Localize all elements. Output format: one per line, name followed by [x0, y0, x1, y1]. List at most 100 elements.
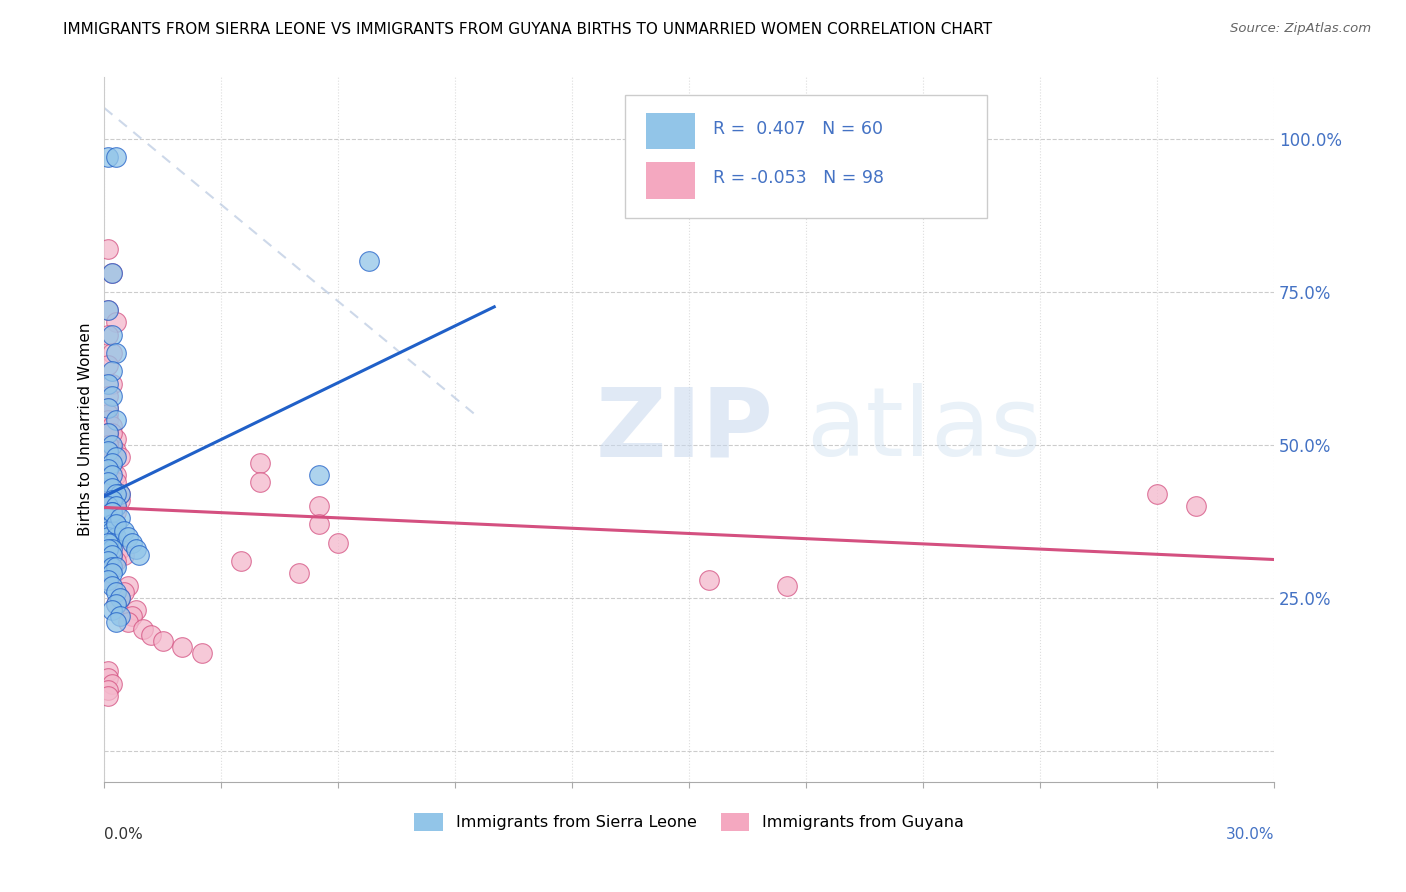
Point: [105, 517, 128, 532]
Point: [97, 389, 120, 403]
Point: [101, 267, 124, 281]
Point: [97, 438, 120, 452]
Point: [101, 530, 124, 544]
Point: [108, 487, 131, 501]
Point: [101, 541, 124, 556]
Point: [105, 517, 128, 532]
Point: [249, 456, 271, 470]
Point: [105, 584, 128, 599]
Point: [124, 541, 146, 556]
Point: [105, 530, 128, 544]
Point: [132, 622, 155, 636]
Point: [108, 541, 131, 556]
Point: [97, 566, 120, 581]
Point: [101, 327, 124, 342]
Point: [97, 444, 120, 458]
Point: [1185, 499, 1208, 513]
Point: [97, 475, 120, 489]
Point: [101, 511, 124, 525]
Point: [101, 419, 124, 434]
Point: [105, 315, 128, 329]
Point: [97, 462, 120, 476]
Point: [97, 327, 120, 342]
Point: [97, 536, 120, 550]
Point: [101, 493, 124, 508]
Point: [152, 633, 174, 648]
Point: [101, 456, 124, 470]
Point: [97, 499, 120, 513]
Point: [288, 566, 311, 581]
Point: [105, 487, 128, 501]
Point: [105, 505, 128, 519]
Text: IMMIGRANTS FROM SIERRA LEONE VS IMMIGRANTS FROM GUYANA BIRTHS TO UNMARRIED WOMEN: IMMIGRANTS FROM SIERRA LEONE VS IMMIGRAN…: [63, 22, 993, 37]
Point: [121, 536, 143, 550]
Point: [108, 450, 131, 464]
Point: [101, 560, 124, 574]
Point: [97, 425, 120, 440]
Y-axis label: Births to Unmarried Women: Births to Unmarried Women: [79, 323, 93, 536]
Point: [97, 438, 120, 452]
Point: [359, 254, 381, 268]
Point: [172, 640, 194, 654]
Point: [117, 530, 139, 544]
Point: [97, 376, 120, 391]
Text: R = -0.053   N = 98: R = -0.053 N = 98: [713, 169, 883, 187]
Point: [105, 615, 128, 630]
Point: [101, 462, 124, 476]
Point: [101, 524, 124, 538]
Point: [97, 407, 120, 421]
Point: [101, 493, 124, 508]
Point: [97, 573, 120, 587]
Point: [97, 303, 120, 318]
Point: [105, 475, 128, 489]
Point: [101, 548, 124, 562]
Point: [101, 389, 124, 403]
Point: [101, 267, 124, 281]
Point: [1146, 487, 1168, 501]
Point: [328, 536, 350, 550]
Point: [101, 517, 124, 532]
Point: [101, 364, 124, 378]
Point: [105, 487, 128, 501]
Point: [97, 524, 120, 538]
Point: [97, 242, 120, 256]
Point: [105, 597, 128, 611]
Point: [121, 609, 143, 624]
Point: [101, 481, 124, 495]
Point: [229, 554, 252, 568]
Point: [105, 560, 128, 574]
Text: 0.0%: 0.0%: [104, 828, 143, 842]
Text: ZIP: ZIP: [596, 383, 773, 476]
Point: [101, 524, 124, 538]
Point: [101, 505, 124, 519]
Point: [97, 566, 120, 581]
Point: [97, 689, 120, 703]
Point: [105, 413, 128, 427]
Point: [101, 536, 124, 550]
Point: [141, 628, 163, 642]
Point: [97, 444, 120, 458]
Point: [97, 517, 120, 532]
Point: [697, 573, 720, 587]
Point: [97, 444, 120, 458]
Point: [105, 150, 128, 164]
Point: [101, 579, 124, 593]
Point: [97, 541, 120, 556]
Point: [108, 487, 131, 501]
Point: [112, 524, 135, 538]
Point: [97, 536, 120, 550]
FancyBboxPatch shape: [624, 95, 987, 219]
Point: [101, 560, 124, 574]
FancyBboxPatch shape: [645, 112, 695, 149]
Point: [105, 444, 128, 458]
Point: [97, 530, 120, 544]
Point: [101, 499, 124, 513]
Point: [101, 425, 124, 440]
Point: [101, 603, 124, 617]
Point: [105, 597, 128, 611]
Point: [97, 438, 120, 452]
Point: [97, 456, 120, 470]
Point: [105, 499, 128, 513]
Point: [101, 481, 124, 495]
Point: [117, 615, 139, 630]
